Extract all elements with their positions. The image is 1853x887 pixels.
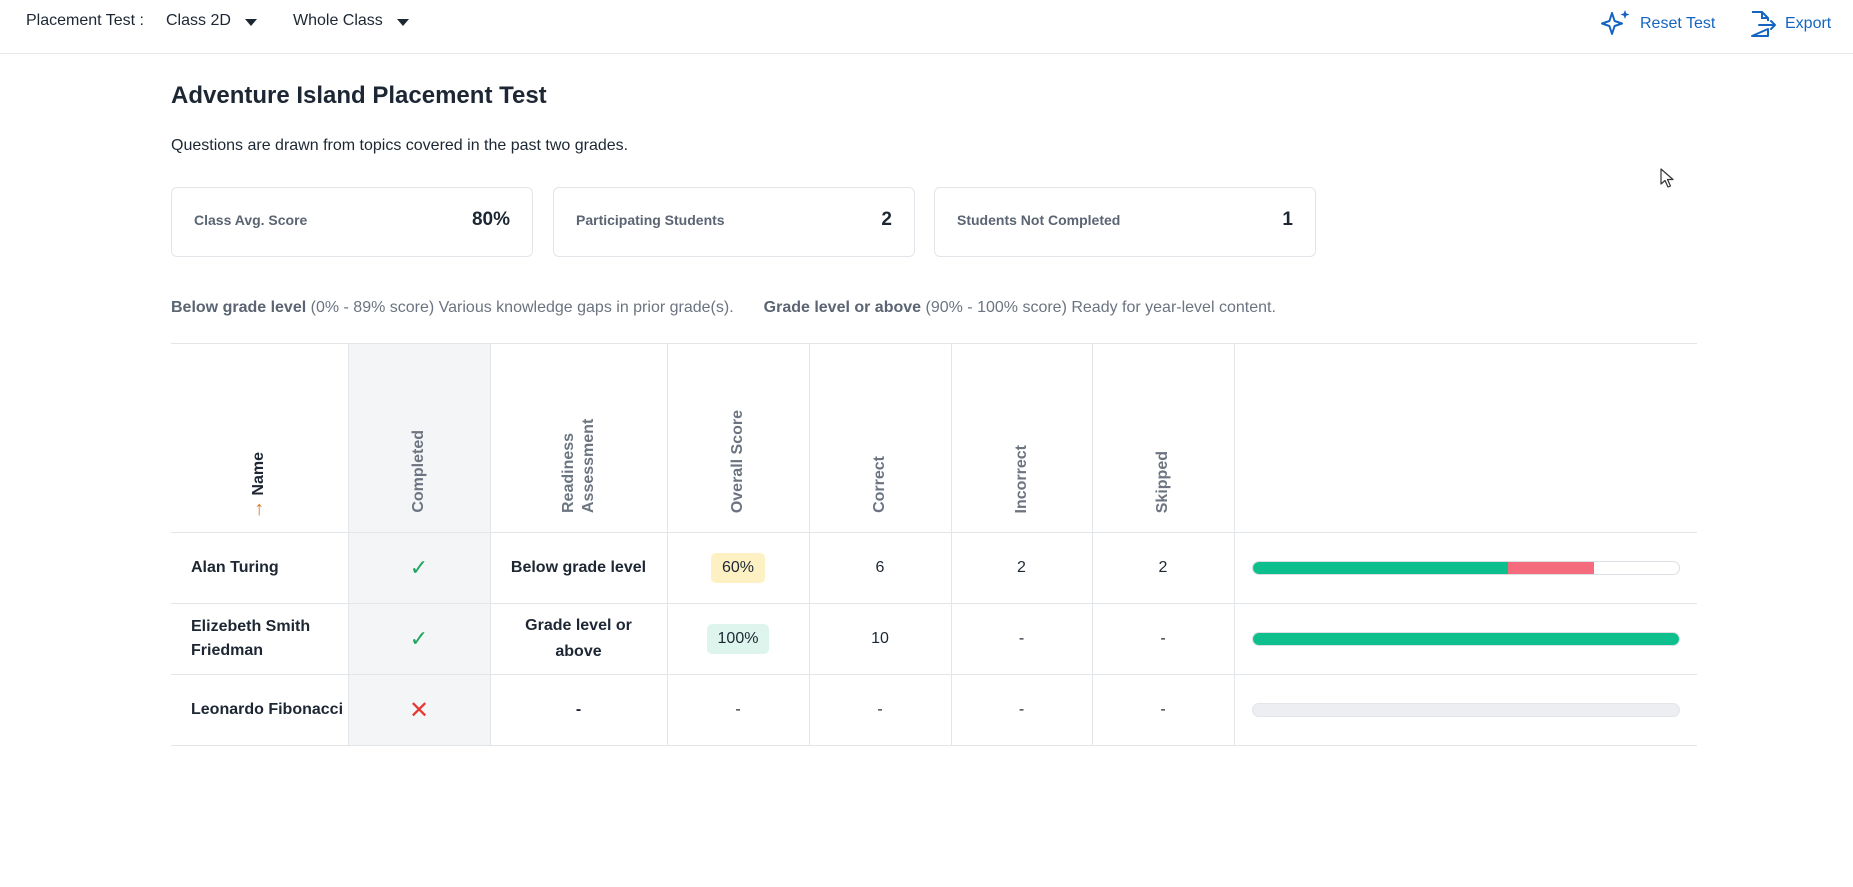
placement-test-label: Placement Test : [26, 12, 144, 29]
incorrect-cell: - [951, 674, 1093, 746]
caret-down-icon [396, 18, 409, 26]
header-correct[interactable]: Correct [809, 343, 952, 533]
check-icon: ✓ [409, 626, 429, 651]
reset-test-button[interactable]: Reset Test [1600, 9, 1715, 39]
legend-below: Below grade level (0% - 89% score) Vario… [171, 299, 734, 317]
overall-score-cell: 60% [667, 532, 810, 604]
card-label: Students Not Completed [957, 212, 1121, 228]
participating-students-card: Participating Students 2 [553, 187, 915, 257]
progress-bar [1251, 703, 1680, 717]
completed-cell: ✕ [348, 674, 491, 746]
page-subtitle: Questions are drawn from topics covered … [171, 137, 629, 154]
class-select[interactable]: Class 2D [166, 12, 257, 30]
completed-cell: ✓ [348, 603, 491, 675]
incorrect-cell: 2 [951, 532, 1093, 604]
progress-cell [1234, 532, 1697, 604]
header-overall-score[interactable]: Overall Score [667, 343, 810, 533]
export-icon [1747, 9, 1777, 39]
export-label: Export [1785, 15, 1832, 32]
top-bar: Placement Test : Class 2D Whole Class Re… [0, 0, 1853, 54]
header-completed-label: Completed [410, 430, 427, 513]
correct-cell: 10 [809, 603, 952, 675]
mouse-cursor-icon [1660, 168, 1674, 188]
legend-above-label: Grade level or above [763, 299, 922, 316]
card-value: 2 [881, 209, 892, 230]
header-incorrect[interactable]: Incorrect [951, 343, 1093, 533]
group-select[interactable]: Whole Class [293, 12, 409, 30]
progress-correct-segment [1252, 562, 1509, 574]
header-name[interactable]: Name ↑ [171, 343, 349, 533]
header-skipped[interactable]: Skipped [1092, 343, 1235, 533]
header-progress [1234, 343, 1697, 533]
export-button[interactable]: Export [1747, 9, 1831, 39]
header-completed[interactable]: Completed [348, 343, 491, 533]
header-readiness[interactable]: Readiness Assessment [490, 343, 668, 533]
legend-below-desc: (0% - 89% score) Various knowledge gaps … [310, 299, 734, 316]
sparkle-icon [1600, 9, 1632, 39]
card-label: Participating Students [576, 212, 725, 228]
student-name-link[interactable]: Alan Turing [171, 532, 349, 604]
readiness-cell: - [490, 674, 668, 746]
progress-incorrect-segment [1508, 562, 1594, 574]
students-not-completed-card: Students Not Completed 1 [934, 187, 1316, 257]
score-badge: 60% [710, 553, 766, 583]
skipped-cell: - [1092, 603, 1235, 675]
header-skipped-label: Skipped [1154, 450, 1171, 513]
table-header-row: Name ↑ Completed Readiness Assessment Ov… [171, 343, 1697, 533]
progress-cell [1234, 603, 1697, 675]
table-row: Leonardo Fibonacci ✕ - - - - - [171, 674, 1697, 746]
header-correct-label: Correct [871, 456, 888, 513]
group-select-value: Whole Class [293, 12, 383, 29]
student-name-link[interactable]: Leonardo Fibonacci [171, 674, 349, 746]
header-incorrect-label: Incorrect [1012, 444, 1030, 513]
table-row: Elizebeth Smith Friedman ✓ Grade level o… [171, 603, 1697, 675]
overall-score-cell: 100% [667, 603, 810, 675]
correct-cell: 6 [809, 532, 952, 604]
score-badge: 100% [706, 624, 770, 654]
sort-ascending-icon: ↑ [254, 498, 265, 520]
student-name-link[interactable]: Elizebeth Smith Friedman [171, 603, 349, 675]
class-avg-score-card: Class Avg. Score 80% [171, 187, 533, 257]
card-label: Class Avg. Score [194, 212, 308, 228]
completed-cell: ✓ [348, 532, 491, 604]
results-table: Name ↑ Completed Readiness Assessment Ov… [171, 343, 1697, 746]
check-icon: ✓ [409, 555, 429, 580]
cross-icon: ✕ [408, 696, 430, 724]
header-overall-score-label: Overall Score [729, 409, 746, 513]
legend-above-desc: (90% - 100% score) Ready for year-level … [925, 299, 1276, 316]
overall-score-cell: - [667, 674, 810, 746]
readiness-cell: Grade level or above [490, 603, 668, 675]
progress-bar [1251, 561, 1680, 575]
progress-correct-segment [1252, 633, 1679, 645]
readiness-cell: Below grade level [490, 532, 668, 604]
progress-cell [1234, 674, 1697, 746]
reset-test-label: Reset Test [1640, 15, 1716, 32]
page-title: Adventure Island Placement Test [171, 82, 547, 109]
legend-below-label: Below grade level [171, 299, 307, 316]
correct-cell: - [809, 674, 952, 746]
caret-down-icon [244, 18, 257, 26]
skipped-cell: - [1092, 674, 1235, 746]
legend-above: Grade level or above (90% - 100% score) … [764, 299, 1276, 317]
score-legend: Below grade level (0% - 89% score) Vario… [171, 299, 1276, 317]
table-row: Alan Turing ✓ Below grade level 60% 6 2 … [171, 532, 1697, 604]
header-name-label: Name [250, 452, 268, 496]
progress-bar [1251, 632, 1680, 646]
card-value: 1 [1282, 209, 1293, 230]
incorrect-cell: - [951, 603, 1093, 675]
header-readiness-label: Readiness Assessment [559, 418, 597, 513]
skipped-cell: 2 [1092, 532, 1235, 604]
card-value: 80% [471, 209, 510, 230]
class-select-value: Class 2D [166, 12, 231, 29]
